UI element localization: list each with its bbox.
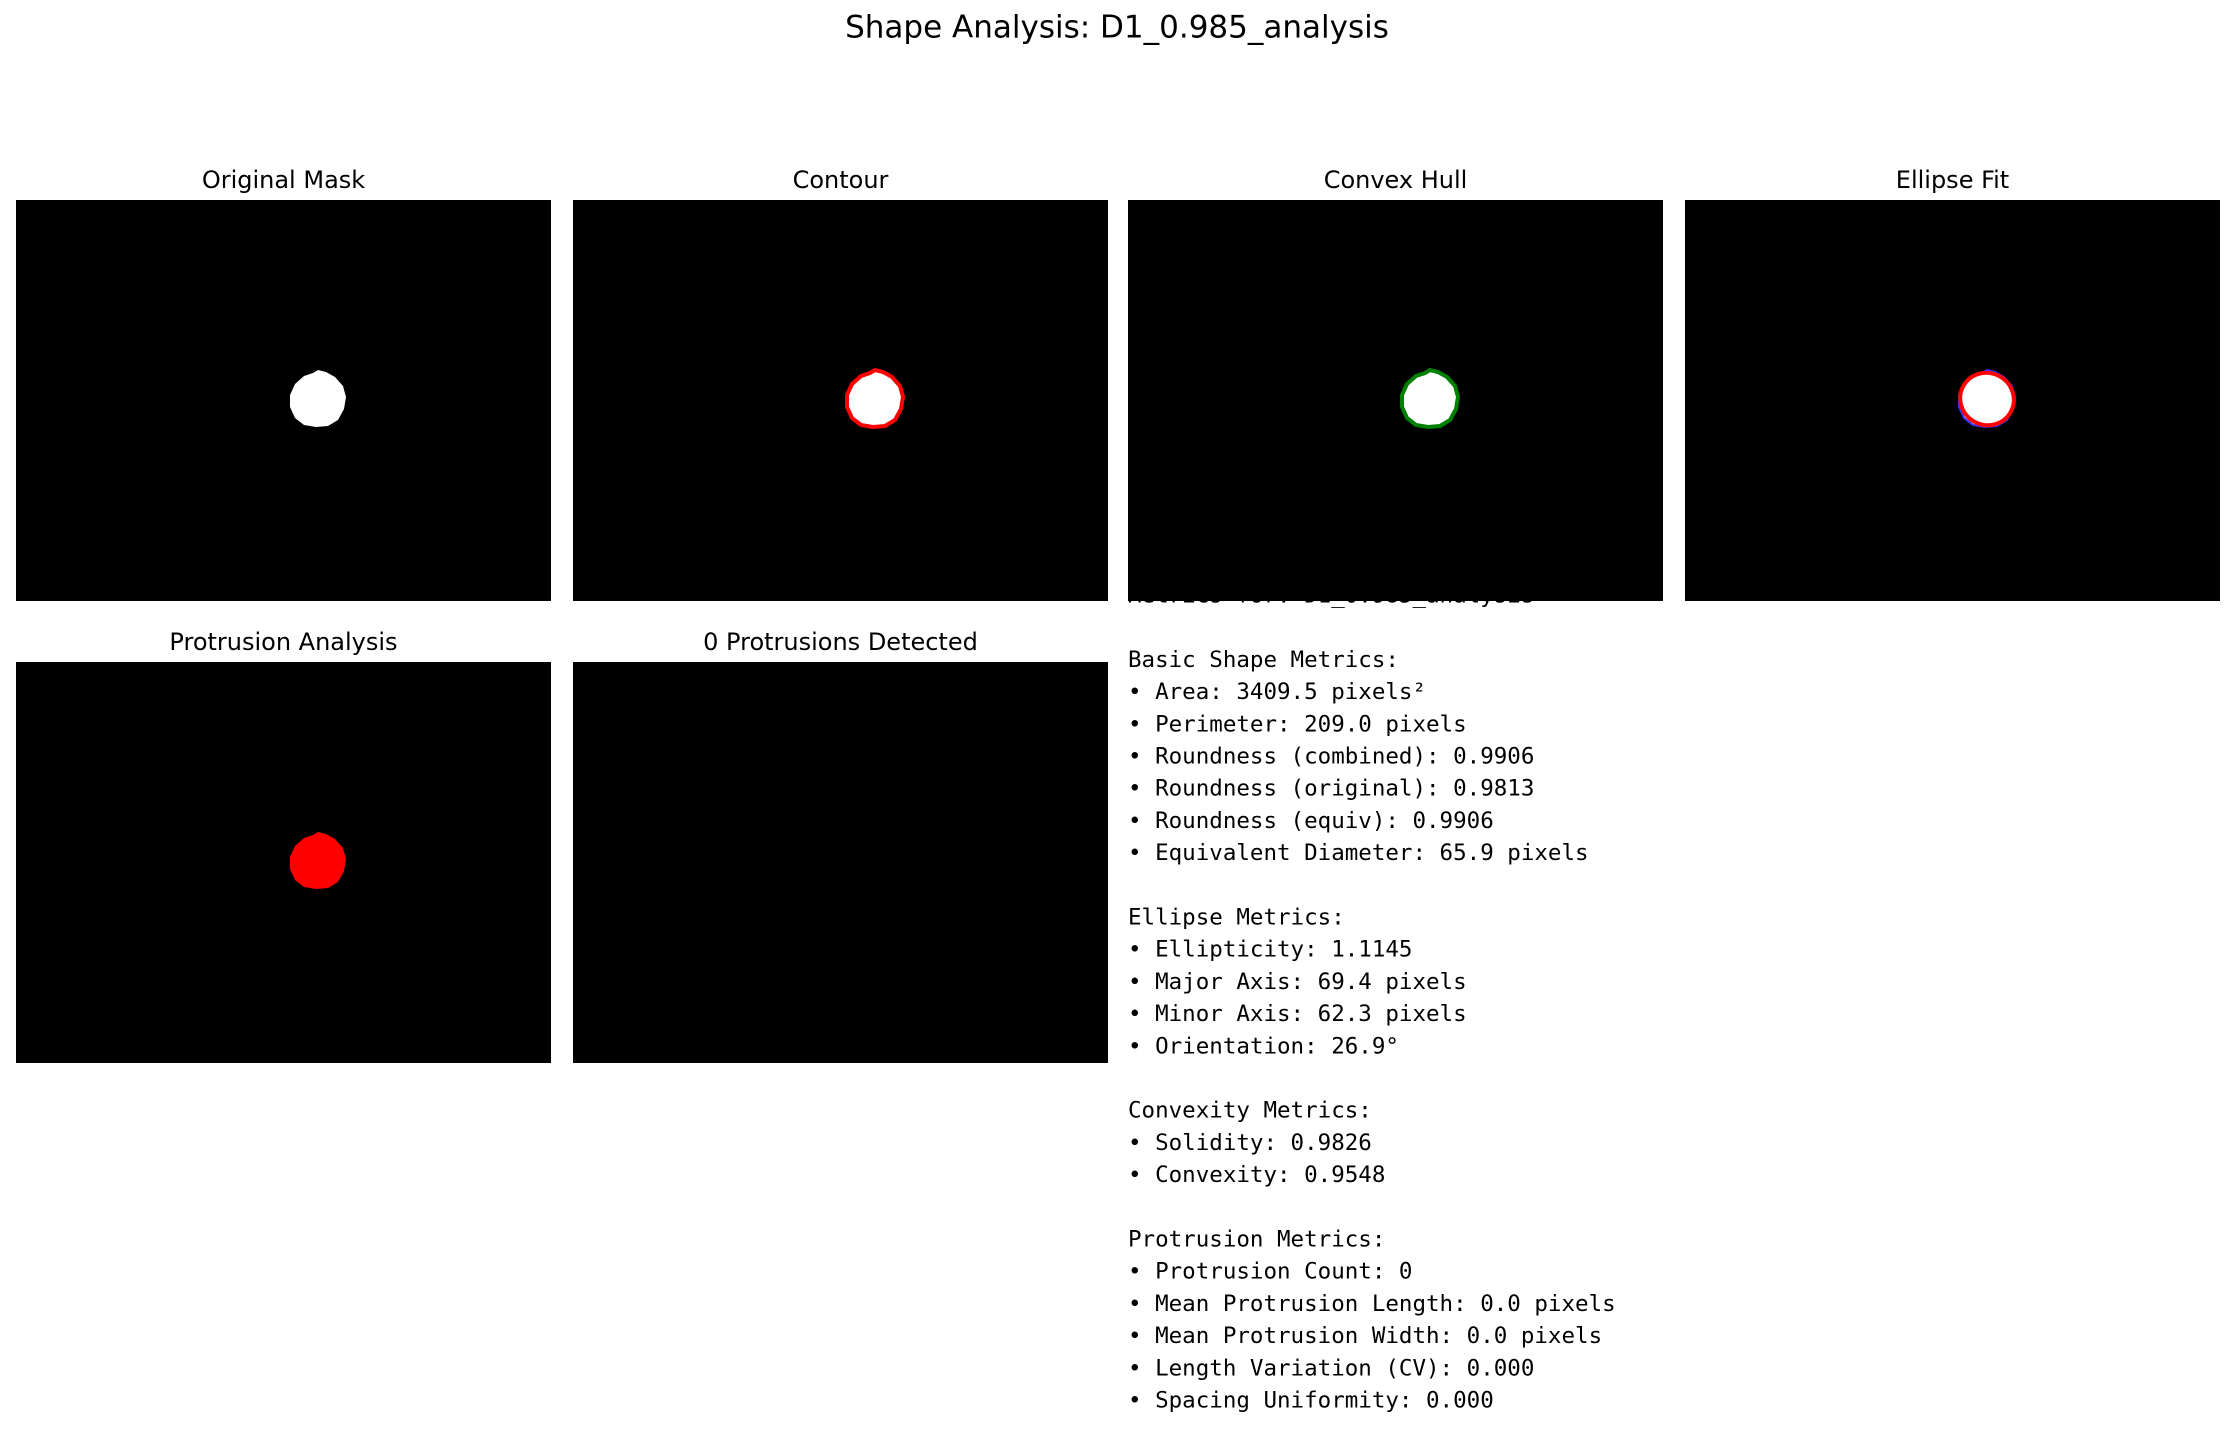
section-heading: Basic Shape Metrics: bbox=[1128, 647, 1399, 673]
metric-line: • Solidity: 0.9826 bbox=[1128, 1130, 1372, 1156]
metric-line: • Minor Axis: 62.3 pixels bbox=[1128, 1001, 1467, 1027]
panel-title: 0 Protrusions Detected bbox=[703, 628, 978, 656]
contour bbox=[845, 368, 905, 429]
section-heading: Ellipse Metrics: bbox=[1128, 905, 1345, 931]
metric-line: • Length Variation (CV): 0.000 bbox=[1128, 1355, 1534, 1381]
metric-line: • Roundness (original): 0.9813 bbox=[1128, 776, 1534, 802]
panels: Original Mask Contour Convex Hull Ellipse F… bbox=[16, 166, 2220, 1063]
metric-line: • Major Axis: 69.4 pixels bbox=[1128, 969, 1467, 995]
metric-line: • Mean Protrusion Width: 0.0 pixels bbox=[1128, 1323, 1602, 1349]
image-panel bbox=[1685, 200, 2220, 601]
convex-hull bbox=[1400, 368, 1460, 429]
metric-line: • Area: 3409.5 pixels² bbox=[1128, 679, 1426, 705]
metric-line: • Perimeter: 209.0 pixels bbox=[1128, 711, 1467, 737]
fitted-ellipse bbox=[1958, 370, 2016, 428]
metric-line: • Orientation: 26.9° bbox=[1128, 1033, 1399, 1059]
section-heading: Convexity Metrics: bbox=[1128, 1098, 1372, 1124]
panel-title: Convex Hull bbox=[1324, 166, 1468, 194]
panel-title: Ellipse Fit bbox=[1896, 166, 2009, 194]
image-panel bbox=[573, 662, 1108, 1063]
panel-title: Original Mask bbox=[202, 166, 365, 194]
metric-line: • Ellipticity: 1.1145 bbox=[1128, 937, 1412, 963]
metric-line: • Equivalent Diameter: 65.9 pixels bbox=[1128, 840, 1589, 866]
image-panel bbox=[1128, 200, 1663, 601]
image-panel bbox=[16, 200, 551, 601]
metric-line: • Roundness (equiv): 0.9906 bbox=[1128, 808, 1494, 834]
metric-line: • Convexity: 0.9548 bbox=[1128, 1162, 1385, 1188]
figure-title: Shape Analysis: D1_0.985_analysis bbox=[845, 10, 1389, 46]
metric-line: • Protrusion Count: 0 bbox=[1128, 1259, 1412, 1285]
metric-line: • Roundness (combined): 0.9906 bbox=[1128, 744, 1534, 770]
section-heading: Protrusion Metrics: bbox=[1128, 1227, 1385, 1253]
panel-title: Protrusion Analysis bbox=[169, 628, 397, 656]
panel-title: Contour bbox=[793, 166, 889, 194]
metric-line: • Spacing Uniformity: 0.000 bbox=[1128, 1388, 1494, 1414]
metric-line: • Mean Protrusion Length: 0.0 pixels bbox=[1128, 1291, 1616, 1317]
image-panel bbox=[16, 662, 551, 1063]
image-panel bbox=[573, 200, 1108, 601]
